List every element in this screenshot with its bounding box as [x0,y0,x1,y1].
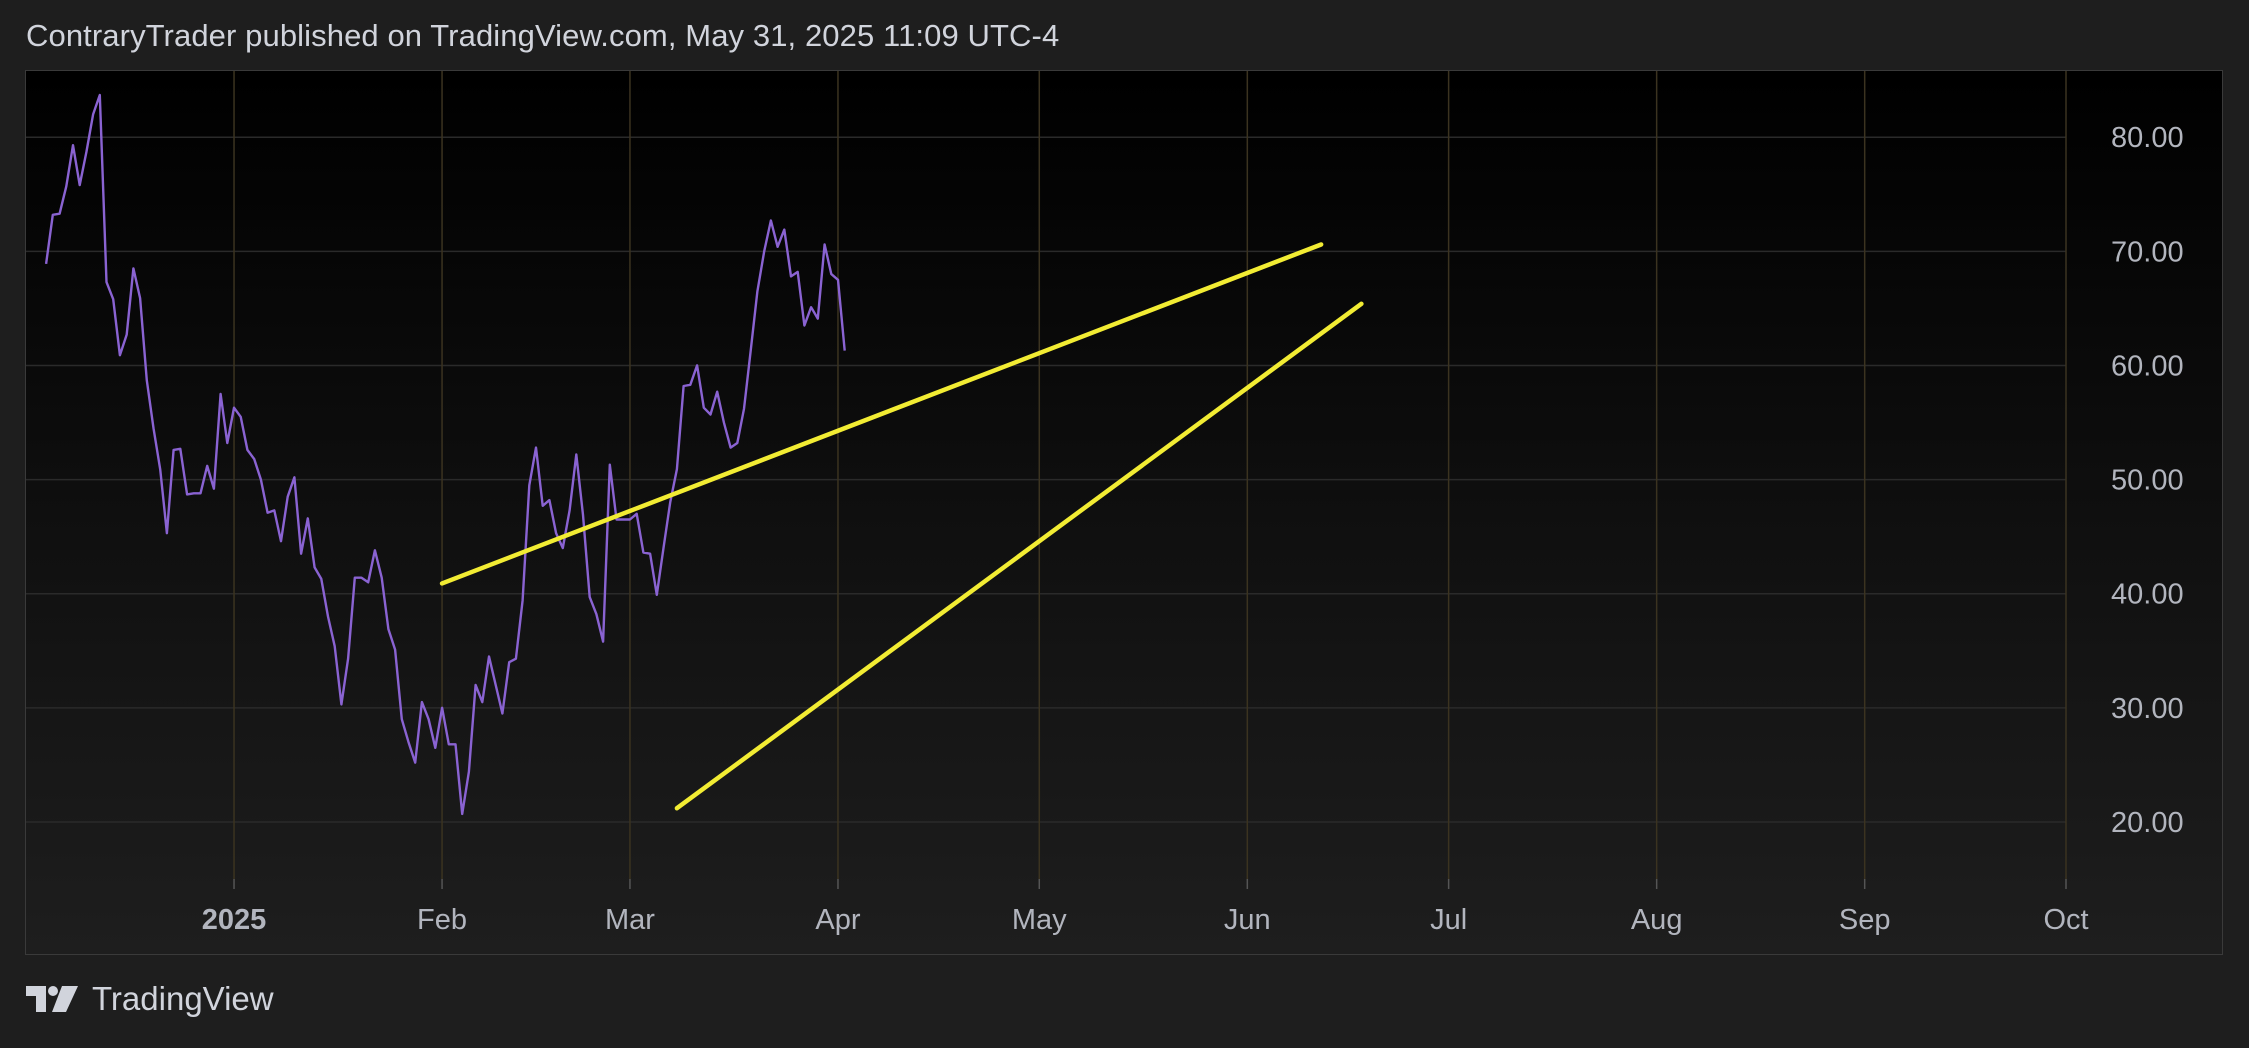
y-tick-label: 40.00 [2111,579,2184,611]
y-tick-label: 20.00 [2111,807,2184,839]
y-tick-label: 50.00 [2111,465,2184,497]
upper-trendline[interactable] [439,242,1324,586]
x-tick-label: Sep [1839,904,1891,936]
footer-brand[interactable]: TradingView [26,980,274,1018]
x-tick-label: Aug [1631,904,1683,936]
chart-panel[interactable]: 20.00 30.00 40.00 50.00 60.00 70.00 80.00 2025… [25,70,2223,955]
y-tick-label: 30.00 [2111,693,2184,725]
y-axis[interactable]: 20.00 30.00 40.00 50.00 60.00 70.00 80.00 [2111,122,2184,839]
price-series-line [44,93,846,816]
x-tick-label: May [1012,904,1067,936]
x-tick-label: Jun [1224,904,1271,936]
x-axis[interactable]: 2025 Feb Mar Apr May Jun Jul Aug Sep Oct [202,879,2089,936]
y-tick-label: 80.00 [2111,122,2184,154]
x-tick-label: Apr [815,904,860,936]
grid-layer [26,71,2067,879]
y-tick-label: 70.00 [2111,236,2184,268]
lower-trendline[interactable] [674,301,1364,811]
footer-brand-label: TradingView [92,980,274,1017]
price-chart[interactable]: 20.00 30.00 40.00 50.00 60.00 70.00 80.00 2025… [26,71,2223,955]
plot-background [26,71,2222,954]
x-tick-label: 2025 [202,904,267,936]
x-tick-label: Jul [1430,904,1467,936]
series-layer [44,93,846,816]
x-tick-label: Feb [417,904,467,936]
y-tick-label: 60.00 [2111,350,2184,382]
x-tick-label: Oct [2043,904,2088,936]
publish-caption: ContraryTrader published on TradingView.… [26,18,1060,53]
tradingview-logo-icon [26,986,78,1012]
trendline-layer[interactable] [439,242,1364,811]
x-tick-label: Mar [605,904,655,936]
